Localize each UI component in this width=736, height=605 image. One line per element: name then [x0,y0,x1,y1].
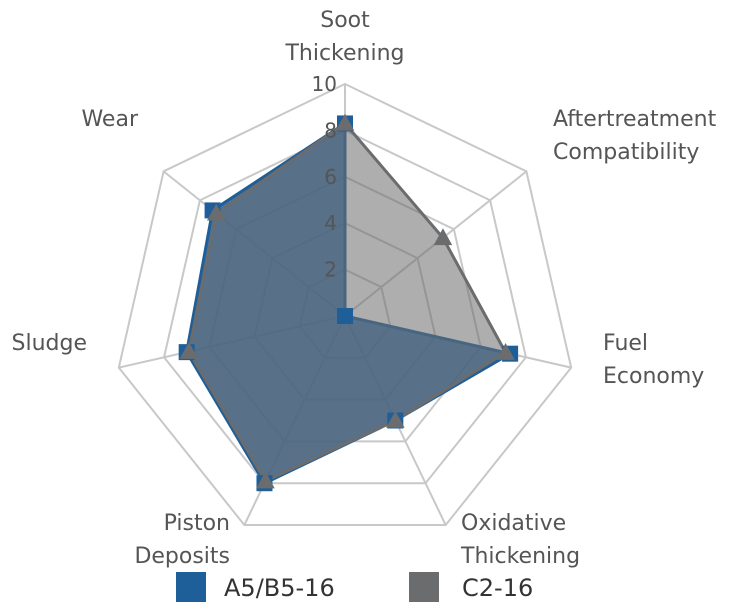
axis-label-aftertreatment-compatibility-line-2: Compatibility [553,140,699,165]
tick-label-6: 6 [324,165,337,189]
axis-label-aftertreatment-compatibility-line-1: Aftertreatment [553,107,717,132]
axis-label-sludge: Sludge [12,331,88,356]
axis-label-piston-deposits-line-2: Deposits [134,544,230,569]
legend-swatch-c2-16 [409,572,439,602]
axis-label-fuel-economy-line-2: Economy [603,364,704,389]
radial-tick-labels: 2 4 6 8 10 [312,72,337,282]
marker-c2-16-5 [179,342,199,359]
series-area-c2-16 [187,121,508,483]
series-areas [185,121,512,485]
grid-ring-8 [162,129,528,485]
grid-ring-10 [117,82,573,527]
axis-labels: Soot Thickening Aftertreatment Compatibilit… [12,8,717,569]
tick-label-10: 10 [312,72,337,96]
axis-label-wear: Wear [81,107,138,132]
marker-a5-b5-16-1 [337,308,353,324]
tick-label-2: 2 [324,258,337,282]
tick-label-4: 4 [324,211,337,235]
marker-c2-16-0 [335,113,355,131]
series-markers [178,113,519,492]
legend: A5/B5-16 C2-16 [176,572,533,602]
tick-label-8: 8 [324,118,337,142]
axis-label-soot-thickening-line-1: Soot [320,8,370,33]
axis-label-oxidative-thickening-line-1: Oxidative [461,511,566,536]
marker-c2-16-3 [386,410,405,428]
legend-label-a5-b5-16: A5/B5-16 [224,574,335,602]
marker-c2-16-6 [206,203,226,221]
legend-label-c2-16: C2-16 [462,574,533,602]
marker-c2-16-1 [433,228,453,246]
axis-label-oxidative-thickening-line-2: Thickening [460,544,580,569]
axis-label-fuel-economy-line-1: Fuel [603,331,648,356]
marker-c2-16-4 [256,471,275,489]
axis-label-soot-thickening-line-2: Thickening [284,41,404,66]
marker-c2-16-2 [496,343,515,360]
legend-swatch-a5-b5-16 [176,572,206,602]
axis-label-piston-deposits-line-1: Piston [164,511,230,536]
